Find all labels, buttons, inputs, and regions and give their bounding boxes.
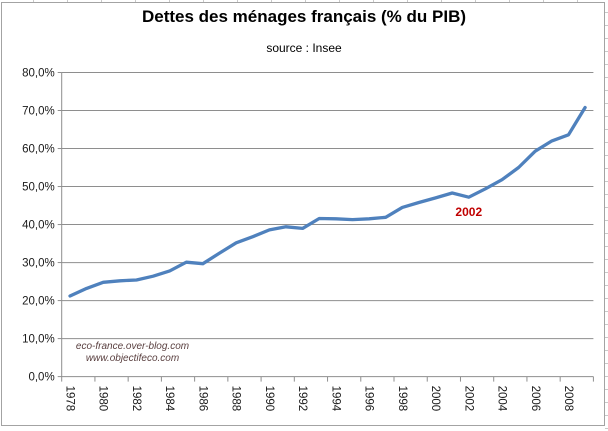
x-tick-label: 1998 (396, 386, 408, 412)
y-tick-label: 80,0% (22, 68, 55, 80)
watermark-line-2: www.objectifeco.com (85, 353, 180, 364)
x-tick-label: 1986 (196, 386, 208, 412)
series-line (68, 105, 587, 298)
x-tick-label: 1980 (97, 386, 109, 412)
watermark: eco-france.over-blog.com www.objectifeco… (60, 341, 205, 365)
x-tick-label: 1996 (363, 386, 375, 412)
y-tick-label: 0,0% (28, 372, 54, 384)
y-tick-label: 20,0% (22, 296, 55, 308)
x-tick-label: 1982 (130, 386, 142, 412)
x-tick-label: 1984 (163, 386, 175, 412)
annotation-2002: 2002 (455, 205, 483, 220)
y-tick-label: 60,0% (22, 144, 55, 156)
x-tick-label: 1992 (296, 386, 308, 412)
y-tick-label: 50,0% (22, 182, 55, 194)
chart-title: Dettes des ménages français (% du PIB) (141, 7, 467, 26)
x-tick-label: 1990 (263, 386, 275, 412)
y-tick-label: 30,0% (22, 258, 55, 270)
y-tick-label: 10,0% (22, 334, 55, 346)
spreadsheet-gridline-stubs-top (0, 0, 608, 2)
x-tick-label: 2006 (529, 386, 541, 412)
y-tick-label: 70,0% (22, 106, 55, 118)
x-tick-label: 1994 (329, 386, 341, 412)
spreadsheet-gridline-stubs-right (605, 0, 608, 431)
x-tick-label: 2008 (562, 386, 574, 412)
x-tick-label: 1988 (230, 386, 242, 412)
chart-subtitle: source : Insee (266, 41, 342, 55)
x-tick-label: 1978 (64, 386, 76, 412)
x-tick-label: 2002 (462, 386, 474, 412)
watermark-line-1: eco-france.over-blog.com (75, 341, 190, 352)
x-tick-label: 2000 (429, 386, 441, 412)
x-tick-label: 2004 (496, 386, 508, 412)
y-tick-label: 40,0% (22, 220, 55, 232)
